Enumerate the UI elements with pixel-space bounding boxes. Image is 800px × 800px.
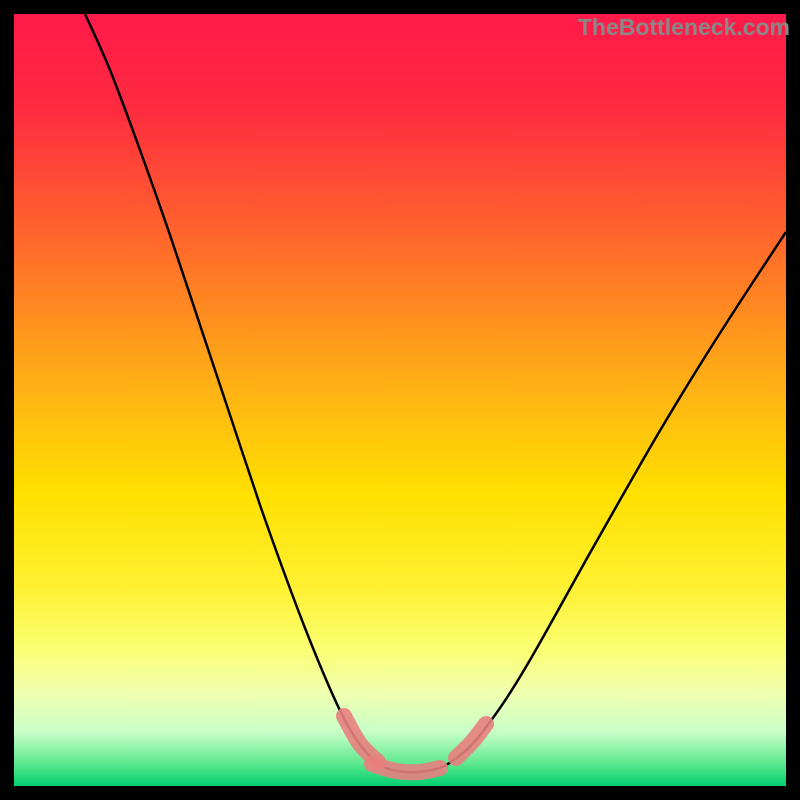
chart-frame: TheBottleneck.com [0,0,800,800]
watermark-text: TheBottleneck.com [578,14,790,41]
highlight-marker [344,716,486,772]
bottleneck-curve [85,14,786,772]
gradient-background [14,14,786,786]
chart-svg [0,0,800,800]
